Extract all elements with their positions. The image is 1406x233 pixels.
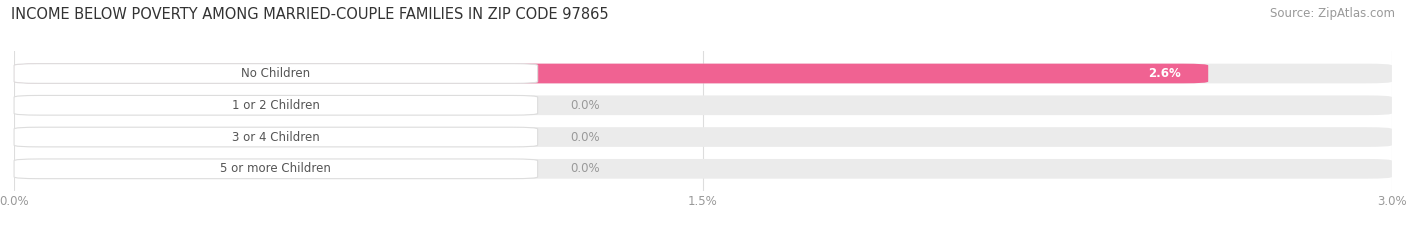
Text: 0.0%: 0.0% bbox=[569, 99, 599, 112]
FancyBboxPatch shape bbox=[14, 127, 537, 147]
Text: 3 or 4 Children: 3 or 4 Children bbox=[232, 130, 319, 144]
FancyBboxPatch shape bbox=[14, 64, 1208, 83]
FancyBboxPatch shape bbox=[14, 64, 1392, 83]
FancyBboxPatch shape bbox=[14, 159, 537, 179]
FancyBboxPatch shape bbox=[14, 64, 537, 83]
Text: No Children: No Children bbox=[242, 67, 311, 80]
FancyBboxPatch shape bbox=[14, 159, 1392, 179]
Text: Source: ZipAtlas.com: Source: ZipAtlas.com bbox=[1270, 7, 1395, 20]
Text: 0.0%: 0.0% bbox=[569, 130, 599, 144]
Text: 2.6%: 2.6% bbox=[1147, 67, 1181, 80]
Text: 5 or more Children: 5 or more Children bbox=[221, 162, 332, 175]
Text: 0.0%: 0.0% bbox=[569, 162, 599, 175]
Text: INCOME BELOW POVERTY AMONG MARRIED-COUPLE FAMILIES IN ZIP CODE 97865: INCOME BELOW POVERTY AMONG MARRIED-COUPL… bbox=[11, 7, 609, 22]
FancyBboxPatch shape bbox=[14, 96, 537, 115]
FancyBboxPatch shape bbox=[14, 96, 1392, 115]
Text: 1 or 2 Children: 1 or 2 Children bbox=[232, 99, 319, 112]
FancyBboxPatch shape bbox=[14, 127, 1392, 147]
